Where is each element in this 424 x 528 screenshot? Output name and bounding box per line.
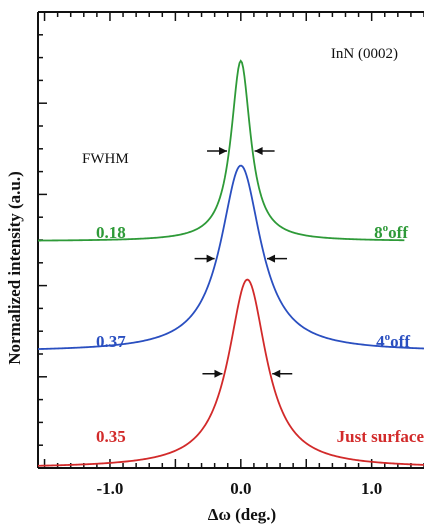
series-fwhm-value: 0.35 <box>96 427 126 446</box>
x-tick-label: 0.0 <box>230 479 251 498</box>
fwhm-arrowhead-left <box>214 369 223 378</box>
x-tick-label: 1.0 <box>361 479 382 498</box>
fwhm-arrowhead-right <box>272 369 281 378</box>
series-curves <box>37 59 424 467</box>
series-name-label: 8ooff <box>374 222 408 242</box>
x-axis-label: Δω (deg.) <box>208 505 276 524</box>
fwhm-arrowhead-left <box>206 254 215 263</box>
fwhm-arrowhead-right <box>267 254 276 263</box>
series-curve <box>37 164 424 350</box>
fwhm-arrowhead-left <box>219 147 228 156</box>
y-axis-label: Normalized intensity (a.u.) <box>5 171 24 365</box>
sample-annotation: InN (0002) <box>331 46 398 62</box>
series-name-label: Just surface <box>337 427 424 446</box>
series-fwhm-value: 0.18 <box>96 223 126 242</box>
series-fwhm-value: 0.37 <box>96 332 126 351</box>
chart-text: InN (0002) FWHM Δω (deg.) Normalized int… <box>5 46 424 524</box>
series-curve <box>37 278 424 467</box>
fwhm-arrowhead-right <box>254 147 263 156</box>
fwhm-annotation: FWHM <box>82 151 129 167</box>
series-name-label: 4ooff <box>376 331 410 351</box>
fwhm-arrows <box>194 147 293 378</box>
axis-ticks <box>38 11 424 469</box>
x-tick-label: -1.0 <box>97 479 124 498</box>
series-curve <box>37 59 405 242</box>
